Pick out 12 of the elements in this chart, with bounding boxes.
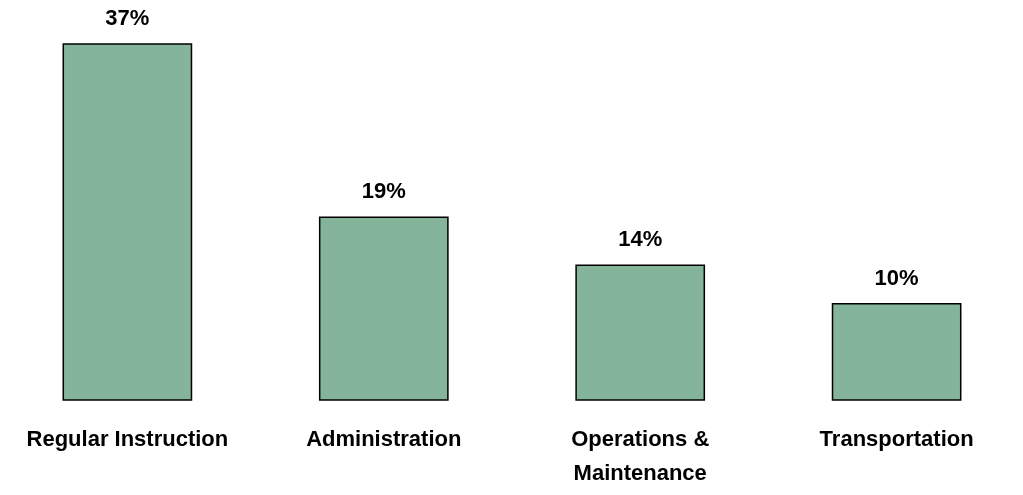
x-tick-label: Regular Instruction: [26, 425, 229, 451]
bar: [831, 303, 962, 401]
x-tick-label: Transportation: [819, 425, 974, 451]
data-label: 14%: [618, 226, 663, 252]
x-tick-label: Administration: [306, 425, 462, 451]
bar: [575, 264, 706, 401]
data-label: 19%: [361, 178, 406, 204]
data-label: 37%: [105, 5, 150, 30]
data-label: 10%: [874, 264, 919, 290]
bar: [62, 43, 193, 401]
bar: [318, 216, 449, 401]
x-tick-label: Operations & Maintenance: [571, 425, 710, 485]
